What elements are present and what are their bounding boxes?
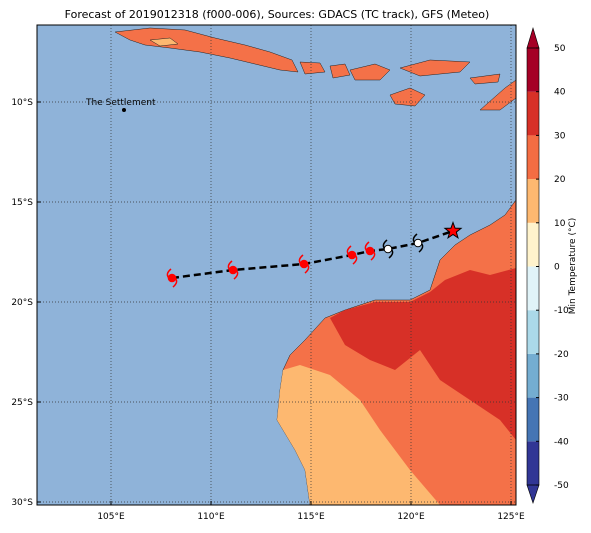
colorbar-tick-label: 30	[554, 131, 566, 141]
colorbar-extend	[526, 484, 540, 504]
colorbar-tick-label: -20	[554, 350, 569, 360]
track-point	[365, 246, 375, 256]
x-tick-label: 105°E	[97, 512, 125, 522]
track-point	[413, 238, 423, 248]
colorbar-band	[527, 179, 539, 223]
colorbar-band	[527, 91, 539, 136]
place-dot	[122, 108, 126, 112]
track-star	[443, 221, 463, 240]
map-frame	[36, 24, 517, 506]
track-point	[347, 250, 357, 260]
colorbar-tick-label: 50	[554, 44, 566, 54]
track-point	[167, 273, 177, 283]
colorbar-tick-label: -30	[554, 394, 569, 404]
colorbar-tick-label: 40	[554, 88, 566, 98]
colorbar-tick-label: 20	[554, 175, 566, 185]
colorbar-band	[527, 397, 539, 442]
colorbar-band	[527, 310, 539, 354]
y-tick-label: 15°S	[11, 198, 33, 208]
title: Forecast of 2019012318 (f000-006), Sourc…	[65, 8, 490, 21]
colorbar-tick-label: 10	[554, 219, 566, 229]
colorbar-band	[527, 266, 539, 311]
colorbar-label: Min Temperature (°C)	[568, 218, 578, 315]
colorbar-tick-label: -40	[554, 437, 569, 447]
place-label: The Settlement	[85, 98, 156, 108]
colorbar-tick-label: -10	[554, 306, 569, 316]
y-tick-label: 25°S	[11, 398, 33, 408]
land	[114, 27, 517, 506]
y-tick-label: 10°S	[11, 98, 33, 108]
colorbar-tick-label: -50	[554, 481, 569, 491]
track-point	[228, 265, 238, 275]
track-point	[299, 259, 309, 269]
colorbar-band	[527, 135, 539, 180]
colorbar-extend	[526, 26, 540, 49]
x-tick-label: 125°E	[497, 512, 525, 522]
y-tick-label: 30°S	[11, 498, 33, 508]
x-tick-label: 120°E	[397, 512, 425, 522]
colorbar-tick-label: 0	[554, 263, 560, 273]
x-tick-label: 115°E	[297, 512, 325, 522]
y-tick-label: 20°S	[11, 298, 33, 308]
colorbar-band	[527, 441, 539, 485]
colorbar-band	[527, 222, 539, 267]
track-point	[383, 244, 393, 254]
colorbar-band	[527, 353, 539, 398]
x-tick-label: 110°E	[197, 512, 225, 522]
colorbar-band	[527, 48, 539, 92]
track-line	[171, 229, 454, 280]
